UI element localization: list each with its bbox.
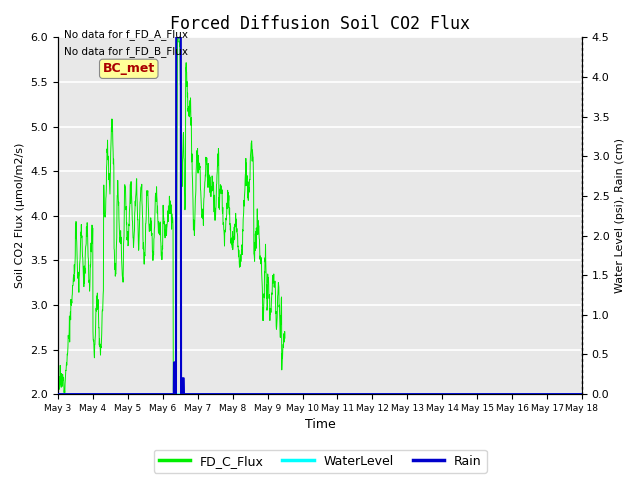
Text: No data for f_FD_A_Flux: No data for f_FD_A_Flux	[64, 29, 188, 40]
Text: BC_met: BC_met	[102, 62, 155, 75]
Y-axis label: Water Level (psi), Rain (cm): Water Level (psi), Rain (cm)	[615, 138, 625, 293]
Title: Forced Diffusion Soil CO2 Flux: Forced Diffusion Soil CO2 Flux	[170, 15, 470, 33]
Legend: FD_C_Flux, WaterLevel, Rain: FD_C_Flux, WaterLevel, Rain	[154, 450, 486, 473]
Text: No data for f_FD_B_Flux: No data for f_FD_B_Flux	[64, 46, 188, 57]
X-axis label: Time: Time	[305, 419, 335, 432]
Y-axis label: Soil CO2 Flux (μmol/m2/s): Soil CO2 Flux (μmol/m2/s)	[15, 143, 25, 288]
